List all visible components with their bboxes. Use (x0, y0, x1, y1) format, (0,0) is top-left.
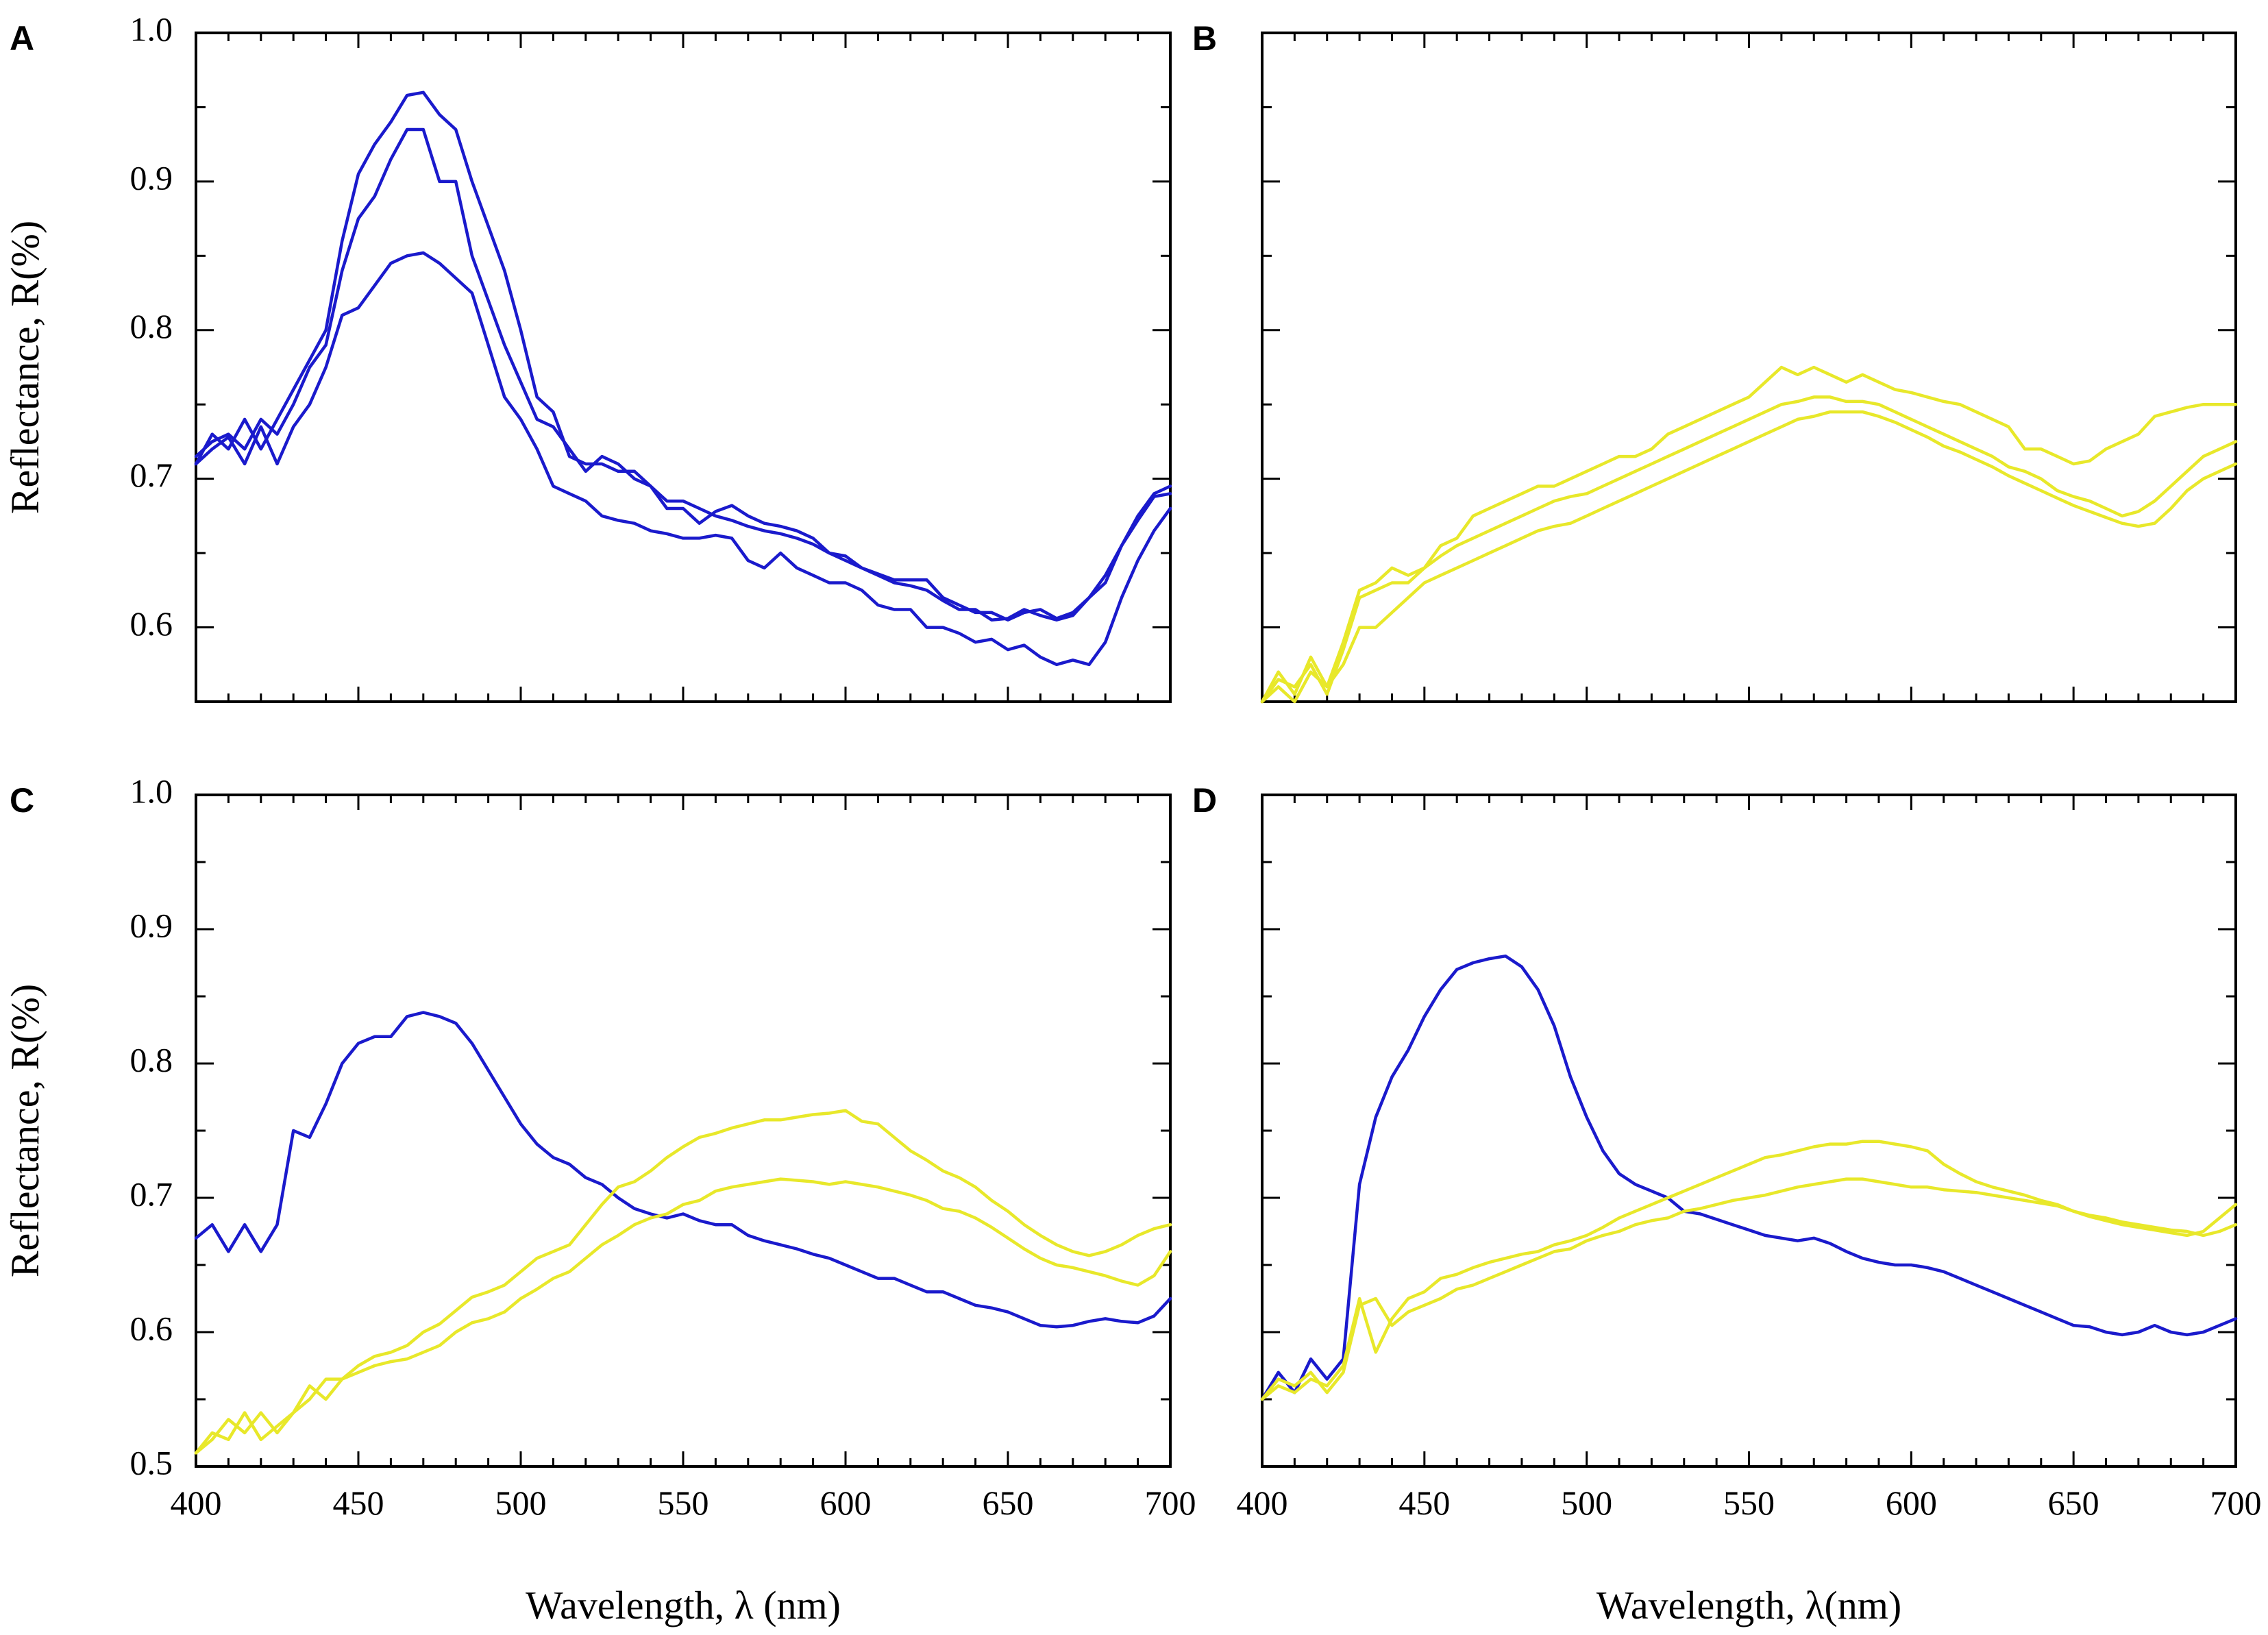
y-tick-label-c: 0.8 (130, 1040, 173, 1079)
panel-b: B (1192, 19, 2238, 704)
series-line-a-blue-3 (194, 251, 1172, 667)
x-axis-title-d: Wavelength, λ(nm) (1597, 1583, 1901, 1627)
plot-frame-c (195, 794, 1172, 1468)
series-line-b-yellow-3 (1260, 410, 2238, 704)
x-tick-label-c: 650 (983, 1484, 1034, 1522)
y-tick-label-c: 1.0 (130, 772, 173, 810)
x-tick-label-c: 600 (820, 1484, 872, 1522)
x-tick-label-c: 450 (333, 1484, 384, 1522)
y-tick-label-a: 0.9 (130, 158, 173, 197)
series-line-c-yellow-2 (194, 1177, 1172, 1455)
x-axis-title-c: Wavelength, λ (nm) (526, 1583, 841, 1627)
x-tick-label-c: 500 (495, 1484, 547, 1522)
y-tick-label-a: 0.8 (130, 307, 173, 345)
y-tick-label-a: 0.6 (130, 604, 173, 643)
x-tick-label-d: 450 (1398, 1484, 1450, 1522)
plot-frame-a (195, 32, 1172, 703)
y-tick-label-a: 1.0 (130, 10, 173, 48)
panel-a: A 0.6 0.7 0.8 0.9 1.0 Reflectance, R(%) (3, 10, 1172, 703)
series-line-c-yellow-1 (194, 1109, 1172, 1455)
y-axis-title-a: Reflectance, R(%) (3, 221, 47, 514)
panel-letter-b: B (1192, 19, 1217, 58)
panel-letter-c: C (10, 781, 34, 820)
x-tick-label-d: 650 (2048, 1484, 2099, 1522)
plot-frame-d (1261, 794, 2237, 1468)
x-tick-label-c: 400 (171, 1484, 222, 1522)
plot-frame-b (1261, 32, 2237, 703)
y-tick-label-c: 0.6 (130, 1309, 173, 1347)
series-line-d-yellow-2 (1260, 1177, 2238, 1401)
y-axis-title-c: Reflectance, R(%) (3, 984, 47, 1277)
x-tick-label-d: 700 (2210, 1484, 2262, 1522)
series-line-a-blue-2 (194, 127, 1172, 622)
series-line-d-yellow-1 (1260, 1140, 2238, 1401)
x-tick-label-d: 400 (1237, 1484, 1288, 1522)
y-tick-label-c: 0.7 (130, 1175, 173, 1213)
panel-letter-a: A (10, 19, 34, 58)
x-tick-label-d: 500 (1561, 1484, 1612, 1522)
panel-d: D 400 450 500 550 600 650 700 Wavelength, λ(nm) (1192, 781, 2262, 1627)
y-tick-label-c: 0.5 (130, 1443, 173, 1482)
x-tick-label-d: 550 (1723, 1484, 1775, 1522)
x-tick-label-c: 700 (1145, 1484, 1196, 1522)
series-line-b-yellow-1 (1260, 365, 2238, 704)
y-tick-label-c: 0.9 (130, 906, 173, 944)
series-line-c-blue-1 (194, 1011, 1172, 1329)
panel-c: C 0.5 0.6 0.7 0.8 0.9 1.0 400 450 500 550 600 650 700… (3, 772, 1196, 1627)
series-line-a-blue-1 (194, 90, 1172, 622)
panel-letter-d: D (1192, 781, 1217, 820)
series-line-b-yellow-2 (1260, 395, 2238, 704)
y-tick-label-a: 0.7 (130, 456, 173, 494)
x-tick-label-d: 600 (1886, 1484, 1937, 1522)
series-line-d-blue-1 (1260, 954, 2238, 1401)
x-tick-label-c: 550 (658, 1484, 709, 1522)
